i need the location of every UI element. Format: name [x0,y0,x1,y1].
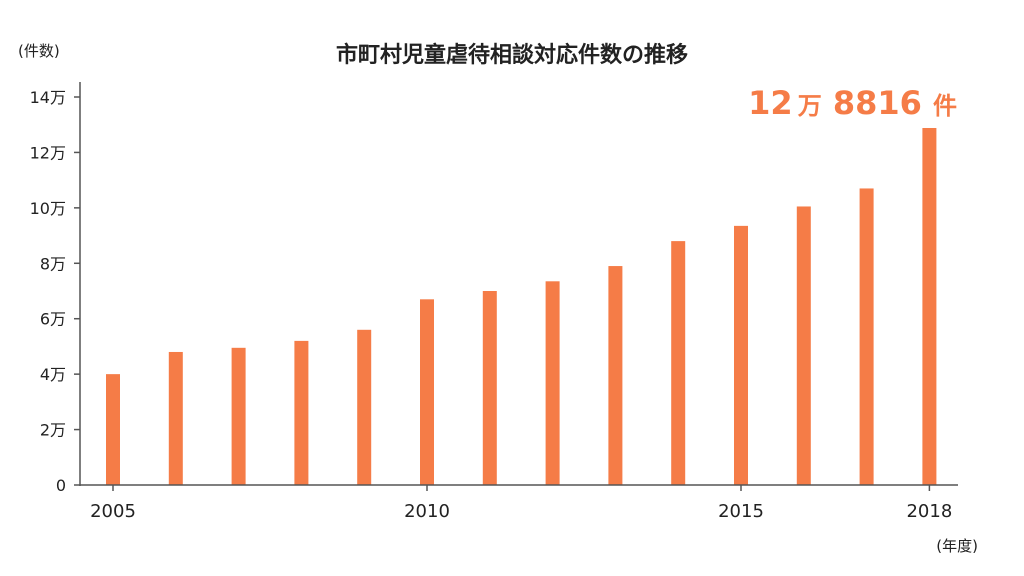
bar-2011 [482,291,497,485]
x-tick-label: 2010 [404,501,450,522]
annotation-part: 8816 [833,84,922,122]
y-tick-label: 14万 [30,88,66,107]
bar-2016 [796,206,811,485]
y-tick-label: 2万 [40,421,66,440]
y-tick-label: 0 [56,476,66,495]
annotation-part: 件 [933,92,957,120]
bar-2009 [357,329,372,485]
x-tick-label: 2005 [90,501,136,522]
bar-2018 [922,127,937,485]
x-tick-label: 2018 [906,501,952,522]
bar-2014 [671,241,686,485]
y-axis-ticks: 0 2万 4万 6万 8万 10万 12万 14万 [30,88,80,495]
y-tick-label: 6万 [40,310,66,329]
bar-2013 [608,266,623,485]
x-tick-label: 2015 [718,501,764,522]
y-axis-unit-label: (件数) [18,42,60,60]
y-tick-label: 10万 [30,199,66,218]
bar-2017 [859,188,874,485]
bar-2007 [231,347,246,485]
y-tick-label: 12万 [30,143,66,162]
bar-2012 [545,281,560,485]
y-tick-label: 8万 [40,254,66,273]
bars [106,127,937,485]
bar-2008 [294,340,309,485]
bar-2010 [420,299,434,485]
bar-2006 [168,351,183,485]
total-count-annotation: 12 万 8816 件 [748,84,957,122]
annotation-part: 万 [798,92,822,120]
x-axis-unit-label: (年度) [936,537,978,555]
x-axis-ticks: 2005 2010 2015 2018 [90,485,952,522]
annotation-part: 12 [748,84,793,122]
y-tick-label: 4万 [40,365,66,384]
bar-2015 [734,225,748,485]
bar-2005 [106,374,120,485]
chart-title: 市町村児童虐待相談対応件数の推移 [336,42,688,68]
